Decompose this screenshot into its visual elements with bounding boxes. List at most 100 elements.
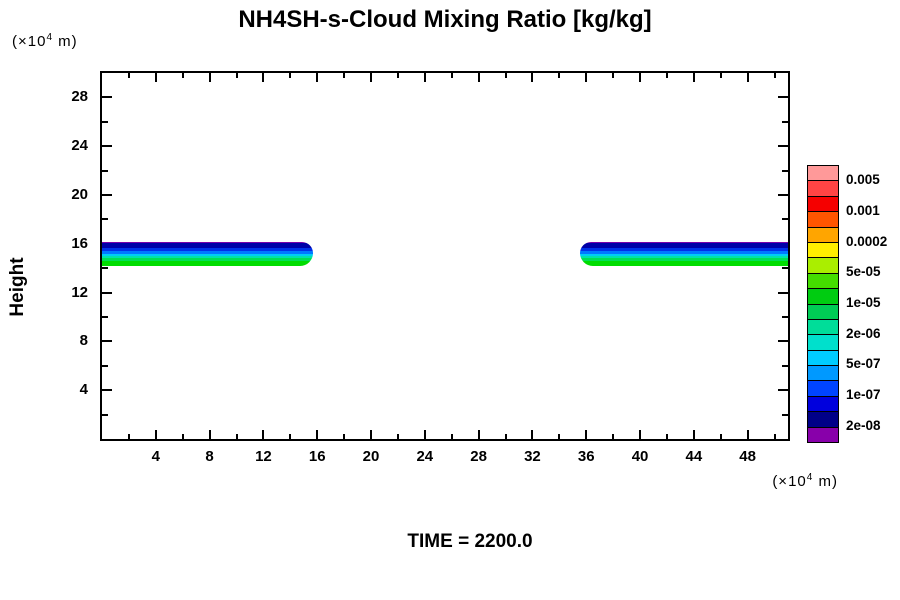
x-minor-tick: [719, 434, 722, 439]
x-minor-tick: [558, 73, 561, 78]
x-major-tick: [746, 430, 749, 439]
x-major-tick: [477, 73, 480, 82]
y-minor-tick: [102, 218, 108, 221]
x-minor-tick: [396, 73, 399, 78]
x-minor-tick: [289, 73, 292, 78]
y-minor-tick: [782, 413, 788, 416]
x-tick-label: 4: [151, 448, 160, 465]
x-tick-label: 40: [631, 448, 649, 465]
colorbar-cell: [808, 411, 838, 427]
x-unit-exponent: 4: [806, 472, 814, 483]
colorbar-label: 1e-05: [846, 295, 881, 310]
x-tick-label: 16: [308, 448, 326, 465]
x-axis-unit-label: (×104 m): [708, 472, 838, 490]
y-axis-unit-label: (×104 m): [12, 32, 78, 50]
x-minor-tick: [343, 73, 346, 78]
y-minor-tick: [102, 316, 108, 318]
y-tick-label: 8: [79, 332, 88, 350]
colorbar-label: 1e-07: [846, 387, 881, 402]
y-major-tick: [778, 145, 788, 148]
x-minor-tick: [181, 434, 184, 439]
x-major-tick: [262, 73, 265, 82]
y-axis-title: Height: [7, 257, 28, 317]
colorbar-cell: [808, 288, 838, 304]
x-minor-tick: [719, 73, 722, 78]
y-minor-tick: [102, 120, 108, 123]
x-tick-label: 36: [577, 448, 595, 465]
x-major-tick: [154, 73, 157, 82]
y-tick-label: 16: [71, 234, 88, 252]
x-major-tick: [154, 430, 157, 439]
contour-layer-2e-06: [102, 250, 314, 254]
x-major-tick: [477, 430, 480, 439]
contour-layer-2e-08: [102, 241, 314, 243]
colorbar-label: 0.001: [846, 203, 880, 218]
y-minor-tick: [782, 267, 788, 270]
y-unit-suffix: m): [53, 33, 78, 50]
y-tick-label: 20: [71, 186, 88, 203]
colorbar-label: 5e-07: [846, 356, 881, 372]
x-major-tick: [531, 73, 534, 82]
y-minor-tick: [782, 169, 788, 172]
x-tick-label: 28: [470, 448, 487, 465]
colorbar-cell: [808, 226, 838, 242]
x-major-tick: [585, 430, 588, 439]
x-major-tick: [423, 430, 426, 439]
x-minor-tick: [504, 434, 507, 439]
y-tick-label: 12: [71, 283, 88, 301]
x-minor-tick: [558, 434, 561, 439]
x-major-tick: [370, 430, 373, 439]
contour-layer-5e-06: [102, 253, 314, 256]
x-minor-tick: [235, 434, 238, 439]
y-minor-tick: [102, 169, 108, 172]
x-minor-tick: [773, 73, 776, 78]
x-minor-tick: [235, 73, 238, 78]
colorbar-label: 2e-08: [846, 417, 881, 433]
contour-layer-2e-08: [579, 241, 788, 243]
x-major-tick: [208, 73, 211, 82]
x-minor-tick: [127, 434, 130, 439]
y-minor-tick: [102, 413, 108, 416]
x-tick-label: 48: [739, 448, 756, 465]
time-annotation: TIME = 2200.0: [407, 531, 533, 552]
colorbar-cell: [808, 426, 838, 443]
x-minor-tick: [396, 434, 399, 439]
x-tick-label: 20: [362, 448, 380, 465]
x-minor-tick: [450, 434, 453, 439]
y-unit-prefix: (×10: [12, 33, 47, 50]
x-major-tick: [639, 430, 642, 439]
y-tick-label: 4: [79, 381, 88, 399]
y-major-tick: [102, 96, 112, 99]
y-tick-label: 28: [71, 88, 88, 106]
y-major-tick: [102, 291, 112, 294]
colorbar-cell: [808, 365, 838, 381]
colorbar-cell: [808, 180, 838, 196]
x-major-tick: [316, 73, 319, 82]
x-minor-tick: [343, 434, 346, 439]
y-minor-tick: [782, 218, 788, 221]
x-unit-suffix: m): [813, 473, 838, 490]
x-tick-label: 44: [685, 448, 703, 465]
x-minor-tick: [612, 73, 615, 78]
x-minor-tick: [773, 434, 776, 439]
x-major-tick: [585, 73, 588, 82]
x-major-tick: [746, 73, 749, 82]
figure-title: NH4SH-s-Cloud Mixing Ratio [kg/kg]: [238, 6, 652, 33]
y-major-tick: [778, 340, 788, 343]
colorbar-cell: [808, 318, 838, 335]
colorbar-cell: [808, 395, 838, 412]
colorbar-cell: [808, 380, 838, 396]
x-minor-tick: [612, 434, 615, 439]
colorbar-cell: [808, 272, 838, 289]
x-major-tick: [423, 73, 426, 82]
contour-layer-5e-05: [102, 260, 314, 266]
x-minor-tick: [127, 73, 130, 78]
colorbar: [807, 165, 839, 443]
y-major-tick: [778, 291, 788, 294]
contour-layer-5e-07: [102, 247, 314, 251]
x-tick-label: 8: [205, 448, 214, 465]
contour-layer-5e-05: [579, 260, 788, 266]
right-cloud-band: [579, 241, 788, 266]
colorbar-cell: [808, 334, 838, 350]
